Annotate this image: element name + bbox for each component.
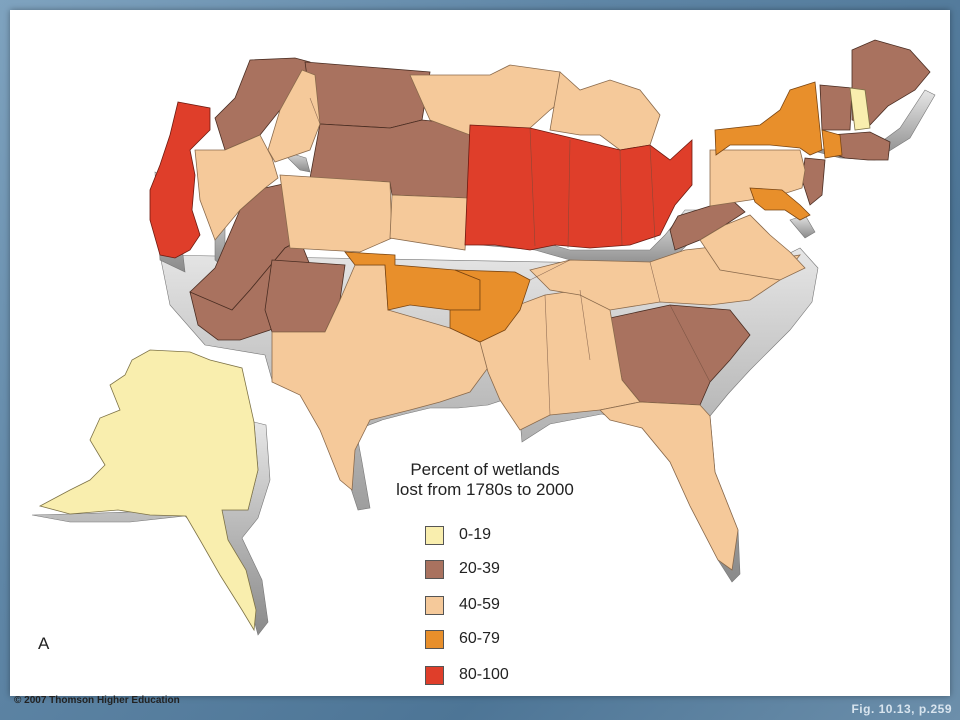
state-washington: [214, 57, 311, 151]
state-new-jersey: [801, 157, 826, 206]
state-alaska: [38, 349, 259, 632]
state-nebraska-kansas: [389, 194, 469, 251]
states-40-59: [194, 64, 806, 571]
state-connecticut: [821, 129, 843, 159]
states-80-100: [149, 101, 693, 259]
slide-canvas: Percent of wetlands lost from 1780s to 2…: [10, 10, 950, 706]
legend-label: 20-39: [459, 560, 500, 577]
legend-label: 0-19: [459, 526, 492, 543]
figure-caption: Fig. 10.13, p.259: [851, 702, 952, 716]
legend-title: Percent of wetlands lost from 1780s to 2…: [390, 460, 580, 500]
legend-item-20-39: 20-39: [425, 558, 500, 580]
state-iowa-missouri-illinois-indiana-ohio: [464, 124, 693, 251]
legend-label: 40-59: [459, 596, 500, 613]
legend-item-0-19: 0-19: [425, 524, 491, 546]
legend-swatch-0-19: [425, 525, 444, 545]
state-new-hampshire: [849, 87, 871, 131]
legend-label: 60-79: [459, 630, 500, 647]
states-60-79: [344, 81, 843, 343]
state-maryland: [749, 187, 811, 221]
state-florida: [599, 401, 739, 571]
legend-swatch-20-39: [425, 559, 444, 579]
state-new-york: [714, 81, 823, 156]
state-virginia-nc: [699, 214, 806, 281]
state-idaho: [267, 69, 321, 163]
states-0-19: [38, 87, 871, 632]
state-montana: [304, 61, 431, 129]
state-arkansas: [449, 269, 531, 343]
state-borders: [309, 97, 711, 416]
us-wetlands-loss-map: [31, 39, 936, 636]
legend-swatch-60-79: [425, 629, 444, 649]
state-colorado: [279, 174, 393, 253]
state-california: [149, 101, 211, 259]
legend-item-40-59: 40-59: [425, 594, 500, 616]
panel-letter: A: [38, 634, 50, 653]
copyright-notice: © 2007 Thomson Higher Education: [14, 695, 180, 706]
state-vermont: [819, 84, 853, 131]
legend-title-line1: Percent of wetlands: [410, 460, 560, 479]
state-oregon: [194, 134, 279, 241]
states-20-39: [189, 39, 931, 406]
legend-item-80-100: 80-100: [425, 664, 509, 686]
legend-item-60-79: 60-79: [425, 628, 500, 650]
legend-title-line2: lost from 1780s to 2000: [396, 480, 574, 499]
legend-swatch-80-100: [425, 665, 444, 685]
legend-swatch-40-59: [425, 595, 444, 615]
legend-label: 80-100: [459, 666, 509, 683]
